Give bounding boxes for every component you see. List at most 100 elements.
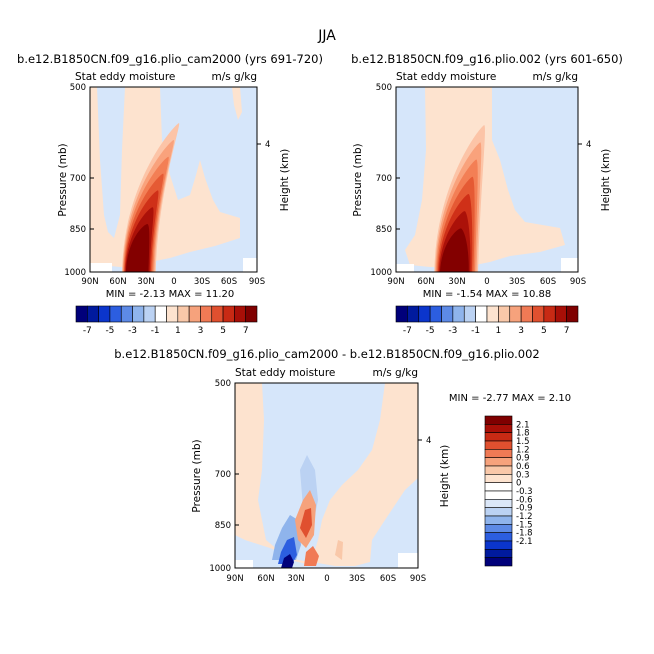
panel-c-xtick: 30N — [287, 574, 304, 584]
colorbar-label: 2.1 — [516, 420, 530, 430]
colorbar-label: -1 — [151, 326, 160, 336]
panel-c-ytick-500: 500 — [215, 379, 231, 389]
colorbar-box — [484, 557, 513, 567]
colorbar-box — [234, 305, 246, 323]
panel-a-xtick: 30N — [137, 277, 154, 287]
colorbar-label: 3 — [198, 326, 204, 336]
colorbar-label: -2.1 — [516, 537, 533, 547]
panel-a-y-ticks: 500 700 850 1000 — [64, 83, 94, 278]
colorbar-label: 0.6 — [516, 462, 530, 472]
panel-c-negative-core-2 — [278, 537, 297, 564]
panel-a-stats: MIN = -2.13 MAX = 11.20 — [106, 289, 235, 300]
panel-c-title: b.e12.B1850CN.f09_g16.plio_cam2000 - b.e… — [114, 347, 539, 361]
colorbar-label: 1.5 — [516, 437, 530, 447]
panel-c-ytick-1000: 1000 — [209, 564, 231, 574]
panel-b-moisture-shading — [434, 125, 485, 272]
panel-a-xtick: 60N — [109, 277, 126, 287]
colorbar-box — [75, 305, 88, 323]
colorbar-label: 5 — [220, 326, 226, 336]
panel-b-height-tick: 4 — [586, 140, 591, 150]
colorbar-box — [484, 499, 513, 508]
colorbar-box — [245, 305, 258, 323]
panel-a-missing-region — [90, 263, 112, 272]
panel-b-ytick-700: 700 — [376, 174, 392, 184]
colorbar-box — [484, 524, 513, 533]
panel-c-y-ticks: 500 700 850 1000 — [209, 379, 239, 574]
panel-b-xtick: 60N — [417, 277, 434, 287]
colorbar-box — [87, 305, 99, 323]
moisture-contour-7 — [126, 224, 150, 272]
colorbar-box — [452, 305, 465, 323]
panel-a-moisture-shading — [122, 123, 180, 272]
panel-b-frame — [395, 86, 579, 273]
panel-c-positive-core-2 — [300, 508, 312, 538]
colorbar-box — [532, 305, 545, 323]
colorbar-box — [484, 482, 513, 492]
panel-b-title: b.e12.B1850CN.f09_g16.plio.002 (yrs 601-… — [351, 52, 623, 66]
colorbar-label: -7 — [83, 326, 92, 336]
panel-a-xtick: 30S — [194, 277, 210, 287]
panel-b-left-label: Stat eddy moisture — [396, 71, 496, 83]
panel-c-xtick: 90S — [410, 574, 426, 584]
panel-c-left-label: Stat eddy moisture — [235, 367, 335, 379]
colorbar-box — [520, 305, 533, 323]
colorbar-box — [200, 305, 213, 323]
colorbar-box — [441, 305, 454, 323]
panel-a-ylabel: Pressure (mb) — [57, 143, 69, 216]
colorbar-box — [98, 305, 111, 323]
colorbar-box — [509, 305, 522, 323]
panel-b-plot — [396, 87, 578, 272]
panel-c-positive-base — [304, 546, 319, 566]
colorbar-box — [484, 549, 513, 558]
panel-b-xtick: 60S — [540, 277, 556, 287]
panel-c-right-label: m/s g/kg — [372, 367, 418, 379]
panel-a-left-label: Stat eddy moisture — [75, 71, 175, 83]
colorbar-box — [429, 305, 442, 323]
colorbar-box — [395, 305, 408, 323]
panel-b-missing-region — [396, 264, 414, 272]
panel-a-xtick: 90S — [249, 277, 265, 287]
panel-c-x-ticks: 90N 60N 30N 0 30S 60S 90S — [226, 574, 426, 584]
panel-a-frame — [89, 86, 258, 273]
colorbar-box — [407, 305, 420, 323]
colorbar-box — [132, 305, 145, 323]
panel-b-ytick-1000: 1000 — [370, 268, 392, 278]
panel-a-xtick: 90N — [81, 277, 98, 287]
colorbar-box — [543, 305, 556, 323]
panel-b-xtick: 30N — [448, 277, 465, 287]
panel-a-ytick-1000: 1000 — [64, 268, 86, 278]
panel-c-height-tick: 4 — [426, 436, 431, 446]
panel-c-negative-core-3 — [281, 554, 294, 568]
panel-a-xtick: 60S — [221, 277, 237, 287]
colorbar-label: 0 — [516, 479, 521, 489]
panel-a-x-ticks: 90N 60N 30N 0 30S 60S 90S — [81, 277, 265, 287]
colorbar-label: -1.8 — [516, 529, 533, 539]
panel-c-missing-region-right — [398, 553, 418, 568]
panel-c-frame — [234, 382, 419, 569]
panel-a-ytick-850: 850 — [70, 225, 86, 235]
colorbar-box — [554, 305, 567, 323]
panel-b-ylabel-right: Height (km) — [600, 149, 612, 212]
colorbar-label: 1 — [175, 326, 181, 336]
page-title: JJA — [317, 28, 336, 44]
colorbar-box — [475, 305, 488, 323]
panel-a-missing-region-right — [243, 258, 257, 272]
panel-c: b.e12.B1850CN.f09_g16.plio_cam2000 - b.e… — [114, 347, 571, 584]
colorbar-label: 0.3 — [516, 470, 530, 480]
panel-c-plot — [235, 383, 418, 568]
panel-c-xtick: 60N — [257, 574, 274, 584]
panel-b-ytick-500: 500 — [376, 83, 392, 93]
colorbar-box — [418, 305, 431, 323]
panel-c-ytick-850: 850 — [215, 521, 231, 531]
colorbar-label: -0.6 — [516, 495, 533, 505]
colorbar-box — [484, 507, 513, 517]
colorbar-box — [484, 532, 513, 542]
colorbar-box — [120, 305, 133, 323]
colorbar-box — [486, 305, 499, 323]
panel-a-right-ticks: 4 — [257, 140, 270, 150]
colorbar-label: 7 — [243, 326, 249, 336]
panel-c-ylabel-right: Height (km) — [439, 445, 451, 508]
panel-a-plot — [90, 87, 257, 272]
panel-b-xtick: 0 — [484, 277, 489, 287]
colorbar-box — [484, 490, 513, 500]
